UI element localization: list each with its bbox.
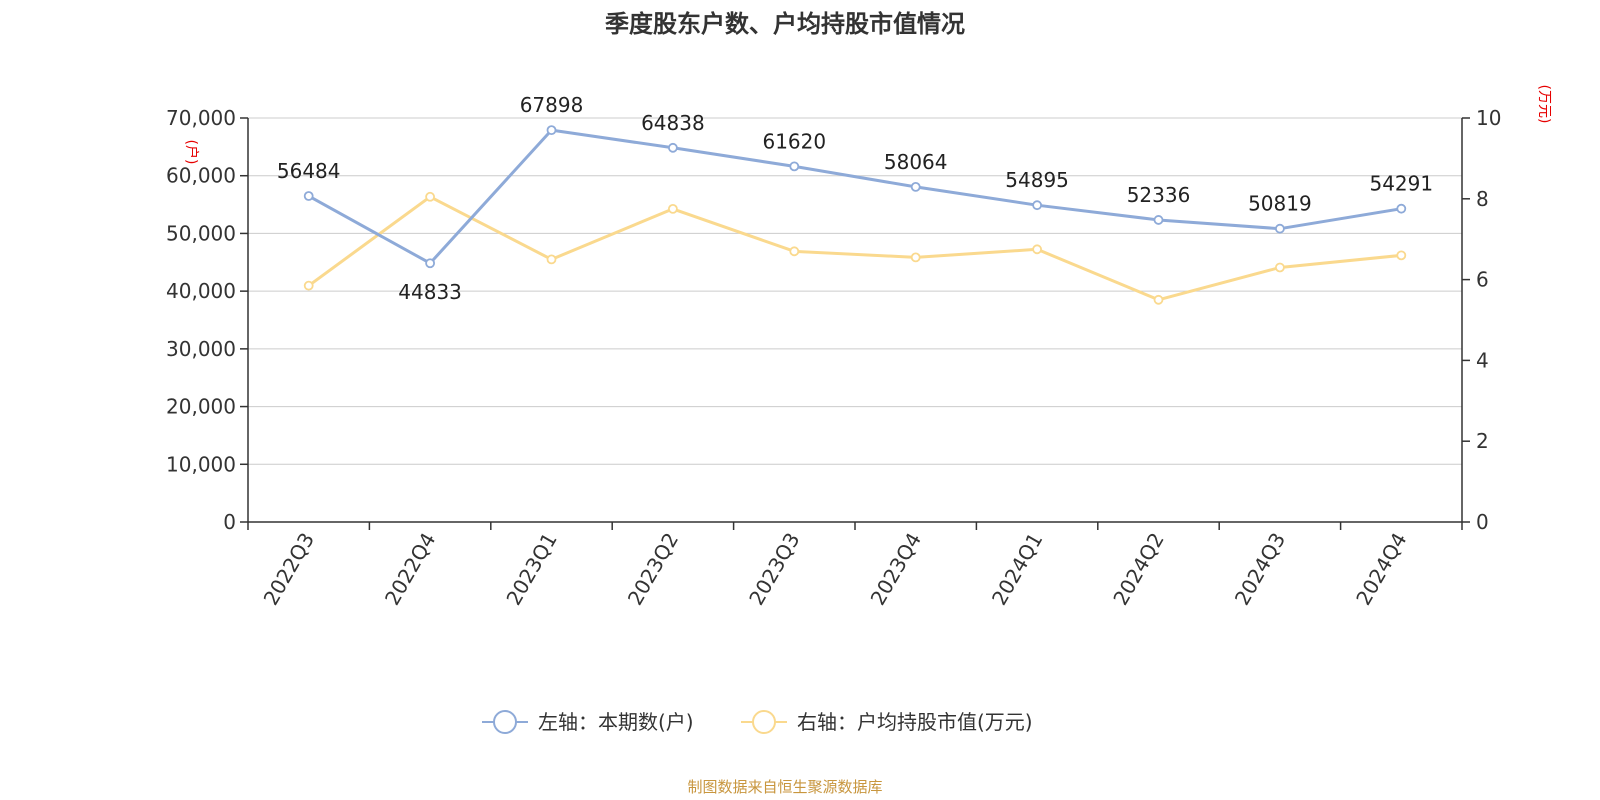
x-axis-tick-label: 2023Q3 [744, 529, 804, 610]
x-axis-tick-label: 2023Q4 [866, 529, 926, 610]
x-axis-tick-label: 2024Q4 [1351, 529, 1411, 610]
left-series-point [425, 258, 436, 269]
right-axis-tick-label: 4 [1476, 348, 1489, 372]
left-series-point [789, 161, 800, 172]
left-series-point [303, 191, 314, 201]
legend-marker [493, 710, 517, 734]
left-axis-tick-label: 30,000 [166, 337, 236, 361]
legend: 左轴：本期数(户) 右轴：户均持股市值(万元) [482, 710, 1033, 734]
right-axis-tick-label: 0 [1476, 510, 1489, 534]
data-label: 58064 [884, 150, 948, 174]
left-axis-tick-label: 0 [223, 510, 236, 534]
right-series-point [546, 254, 557, 265]
data-label: 56484 [277, 159, 341, 183]
x-axis-tick-label: 2023Q1 [501, 529, 561, 610]
legend-marker [752, 710, 776, 734]
data-labels: 56484 44833 67898 64838 61620 58064 54895 52336… [277, 93, 1433, 304]
right-axis-tick-label: 2 [1476, 429, 1489, 453]
data-label: 54291 [1369, 172, 1433, 196]
left-series-point [1153, 215, 1164, 225]
legend-item-right: 右轴：户均持股市值(万元) [741, 710, 1033, 734]
x-axis-tick-label: 2024Q1 [987, 529, 1047, 610]
right-axis-tick-label: 10 [1476, 106, 1501, 130]
right-axis-unit: (万元) [1536, 85, 1552, 124]
left-series-point [668, 142, 678, 153]
left-axis-tick-label: 60,000 [166, 164, 236, 188]
x-axis-tick-label: 2022Q3 [259, 529, 319, 610]
data-label: 54895 [1005, 168, 1069, 192]
x-axis-tick-label: 2022Q4 [380, 529, 440, 610]
left-axis-tick-label: 40,000 [166, 279, 236, 303]
right-series-point [303, 280, 314, 291]
data-label: 50819 [1248, 192, 1312, 216]
right-series-point [789, 246, 800, 257]
left-axis-unit: (户) [183, 140, 200, 165]
axes: 0 10,000 20,000 30,000 40,000 50,000 60,000 70,… [166, 85, 1552, 610]
left-series-point [910, 181, 921, 192]
left-series-line [307, 128, 1402, 265]
legend-label: 左轴：本期数(户) [538, 710, 694, 734]
data-label: 52336 [1127, 183, 1191, 207]
data-label: 44833 [398, 280, 462, 304]
legend-label: 右轴：户均持股市值(万元) [797, 710, 1033, 734]
right-series-point [1153, 294, 1164, 305]
right-axis-tick-label: 8 [1476, 187, 1489, 211]
x-axis-tick-label: 2024Q3 [1230, 529, 1290, 610]
right-series-point [1275, 262, 1285, 273]
left-axis-tick-label: 10,000 [166, 452, 236, 476]
data-label: 61620 [762, 129, 826, 153]
left-series-point [1396, 203, 1407, 214]
left-series-point [546, 125, 557, 136]
x-axis-tick-label: 2024Q2 [1108, 529, 1168, 610]
left-series-point [1275, 223, 1285, 234]
right-axis-tick-label: 6 [1476, 268, 1489, 292]
x-axis-tick-label: 2023Q2 [623, 529, 683, 610]
left-series-point [1032, 200, 1042, 211]
right-series-point [1396, 250, 1407, 261]
left-axis-tick-label: 70,000 [166, 106, 236, 130]
legend-item-left: 左轴：本期数(户) [482, 710, 694, 734]
series-layer [303, 125, 1407, 305]
left-axis-tick-label: 20,000 [166, 395, 236, 419]
chart-title: 季度股东户数、户均持股市值情况 [605, 10, 965, 38]
right-series-line [307, 195, 1402, 302]
right-series-point [1032, 244, 1042, 255]
right-series-point [425, 191, 436, 202]
right-series-point [910, 252, 921, 263]
left-axis-tick-label: 50,000 [166, 221, 236, 245]
data-label: 64838 [641, 111, 705, 135]
right-series-point [668, 203, 678, 214]
data-label: 67898 [520, 93, 584, 117]
source-note: 制图数据来自恒生聚源数据库 [687, 778, 882, 796]
